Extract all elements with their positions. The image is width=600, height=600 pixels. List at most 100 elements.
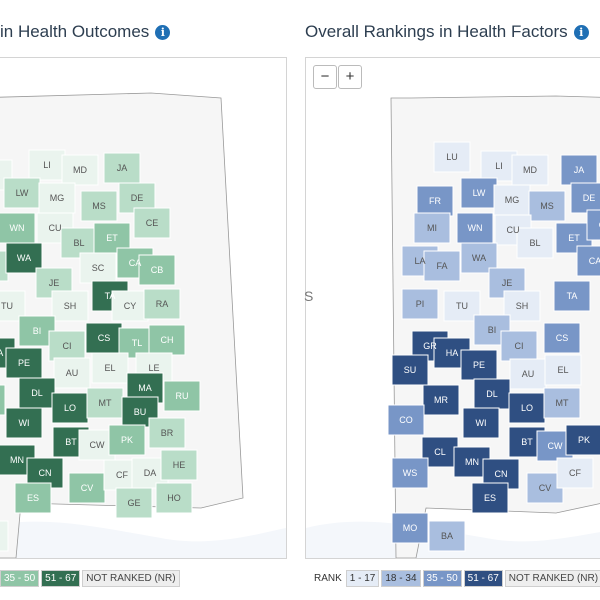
county-label-ws: WS [403, 468, 418, 478]
county-label-ba: BA [441, 531, 453, 541]
county-ms[interactable] [528, 190, 566, 222]
county-su[interactable] [391, 354, 429, 386]
county-label-lu: LU [446, 152, 458, 162]
county-md[interactable] [511, 154, 549, 186]
county-pk[interactable] [565, 424, 600, 456]
county-ws[interactable] [391, 457, 429, 489]
county-mr[interactable] [0, 384, 6, 416]
county-label-es: ES [27, 493, 39, 503]
county-pk[interactable] [108, 424, 146, 456]
county-au[interactable] [509, 358, 547, 390]
county-mr[interactable] [422, 384, 460, 416]
health-factors-map-panel[interactable]: LU LI MD JA FR LW MG MS DE MI WN CU BL ET CE LA FA WA JE CA… [305, 57, 600, 559]
county-label-lo: LO [521, 403, 533, 413]
county-ba[interactable] [0, 520, 9, 552]
legend-swatch: NOT RANKED (NR) [82, 570, 180, 587]
county-label-cu: CU [507, 225, 520, 235]
county-co[interactable] [387, 404, 425, 436]
county-pi[interactable] [401, 288, 439, 320]
county-fa[interactable] [423, 250, 461, 282]
zoom-out-button[interactable]: − [313, 65, 337, 89]
county-el[interactable] [544, 354, 582, 386]
county-ba[interactable] [428, 520, 466, 552]
county-lo[interactable] [51, 392, 89, 424]
county-label-pe: PE [473, 360, 485, 370]
county-label-he: HE [173, 460, 186, 470]
county-label-mg: MG [505, 195, 520, 205]
county-ch[interactable] [148, 324, 186, 356]
county-label-cv: CV [81, 483, 94, 493]
county-lw[interactable] [3, 177, 41, 209]
county-au[interactable] [53, 357, 91, 389]
county-label-mg: MG [50, 193, 65, 203]
county-label-tu: TU [456, 301, 468, 311]
county-cy[interactable] [111, 290, 149, 322]
county-lu[interactable] [433, 141, 471, 173]
county-ca[interactable] [576, 245, 600, 277]
county-pe[interactable] [5, 347, 43, 379]
county-cf[interactable] [556, 457, 594, 489]
county-label-sh: SH [516, 301, 529, 311]
county-bl[interactable] [516, 227, 554, 259]
county-wa[interactable] [5, 242, 43, 274]
county-label-cb: CB [151, 265, 164, 275]
county-wn[interactable] [0, 212, 36, 244]
county-cv[interactable] [68, 472, 106, 504]
county-label-bi: BI [33, 326, 42, 336]
county-ms[interactable] [80, 190, 118, 222]
county-ta[interactable] [553, 280, 591, 312]
legend-swatch: 35 - 50 [422, 570, 462, 587]
county-es[interactable] [471, 482, 509, 514]
county-ra[interactable] [143, 288, 181, 320]
county-mt[interactable] [86, 387, 124, 419]
county-ru[interactable] [163, 380, 201, 412]
info-icon[interactable]: i [573, 25, 589, 40]
county-label-mt: MT [99, 398, 112, 408]
county-wa[interactable] [460, 242, 498, 274]
county-dl[interactable] [18, 377, 56, 409]
county-md[interactable] [61, 154, 99, 186]
county-label-pk: PK [578, 435, 590, 445]
health-outcomes-map[interactable]: CRLIMDJALWMGMSDEWNCUBLCEFAWAETSCCACBJETA… [0, 58, 286, 558]
county-mt[interactable] [543, 387, 581, 419]
county-ho[interactable] [155, 482, 193, 514]
info-icon[interactable]: i [155, 25, 171, 40]
county-label-sh: SH [64, 301, 77, 311]
stray-label: S [304, 288, 314, 304]
county-lw[interactable] [460, 177, 498, 209]
county-sc[interactable] [79, 252, 117, 284]
county-mo[interactable] [391, 512, 429, 544]
health-outcomes-map-panel[interactable]: CRLIMDJALWMGMSDEWNCUBLCEFAWAETSCCACBJETA… [0, 57, 287, 559]
county-label-de: DE [583, 193, 596, 203]
county-label-es: ES [484, 493, 496, 503]
left-title-text: in Health Outcomes [0, 22, 150, 41]
county-wi[interactable] [5, 407, 43, 439]
county-wi[interactable] [462, 407, 500, 439]
county-sh[interactable] [51, 290, 89, 322]
county-label-ce: CE [599, 220, 600, 230]
county-ce[interactable] [586, 209, 600, 241]
county-ge[interactable] [115, 487, 153, 519]
health-factors-map[interactable]: LU LI MD JA FR LW MG MS DE MI WN CU BL ET CE LA FA WA JE CA… [306, 58, 600, 558]
county-mi[interactable] [413, 212, 451, 244]
county-label-cn: CN [495, 469, 508, 479]
county-ce[interactable] [133, 207, 171, 239]
county-label-lw: LW [473, 188, 486, 198]
legend-swatch: NOT RANKED (NR) [504, 570, 600, 587]
county-cb[interactable] [138, 254, 176, 286]
zoom-in-button[interactable]: + [338, 65, 362, 89]
county-label-pk: PK [121, 435, 133, 445]
county-fr[interactable] [416, 185, 454, 217]
county-li[interactable] [28, 149, 66, 181]
county-li[interactable] [480, 150, 518, 182]
county-he[interactable] [160, 449, 198, 481]
left-map-title: in Health Outcomes i [0, 22, 171, 42]
county-ja[interactable] [103, 152, 141, 184]
county-br[interactable] [148, 417, 186, 449]
county-ja[interactable] [560, 154, 598, 186]
county-wn[interactable] [456, 212, 494, 244]
county-cs[interactable] [543, 322, 581, 354]
county-mg[interactable] [38, 182, 76, 214]
county-es[interactable] [14, 482, 52, 514]
county-el[interactable] [91, 352, 129, 384]
